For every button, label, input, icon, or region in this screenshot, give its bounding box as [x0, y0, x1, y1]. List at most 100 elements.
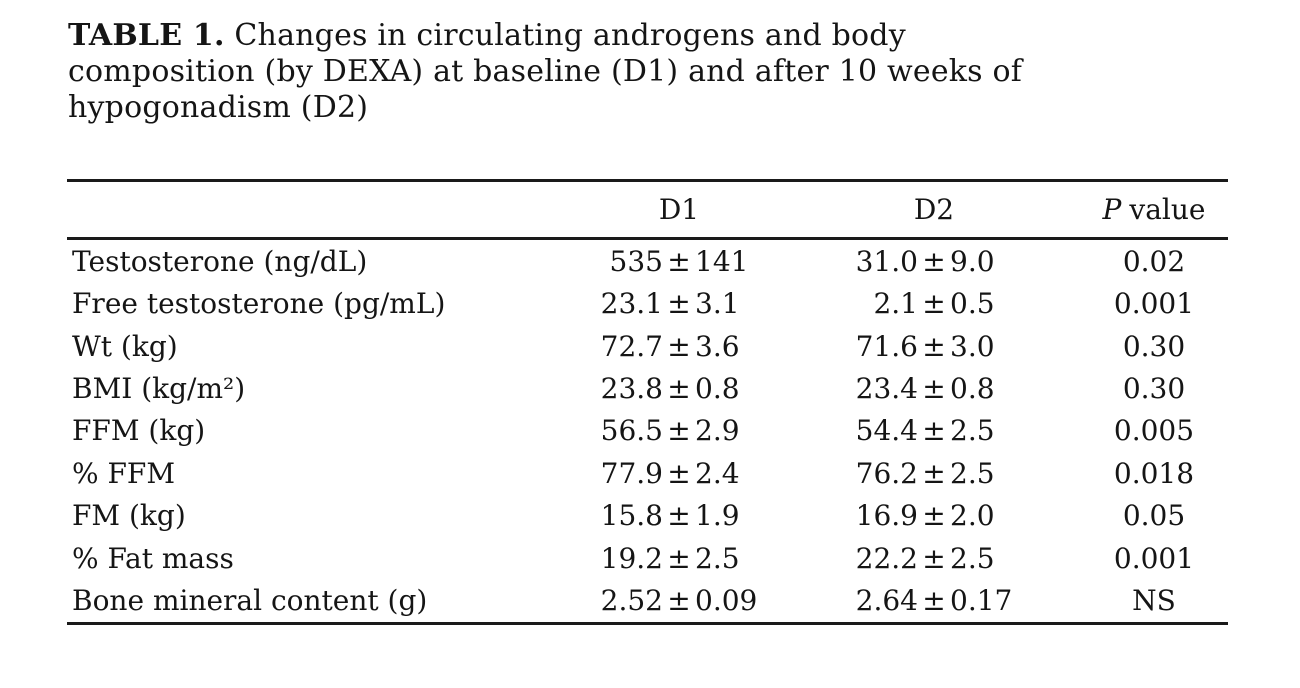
- p-value-cell: 0.02: [1122, 244, 1186, 278]
- d2-cell: 2.64 ±0.17: [787, 584, 1081, 617]
- table-caption: TABLE 1. Changes in circulating androgen…: [68, 18, 1178, 126]
- table-row: Wt (kg) 72.7 ±3.6 71.6 ±3.0 0.30: [67, 325, 1228, 367]
- d1-error: 3.1: [695, 287, 740, 321]
- d2-value: 16.9: [855, 499, 918, 533]
- d1-error: 0.09: [695, 584, 758, 618]
- d2-value: 2.64: [855, 584, 918, 618]
- p-value-cell: 0.05: [1122, 499, 1186, 533]
- d1-error: 2.4: [695, 456, 740, 490]
- row-label: Bone mineral content (g): [72, 584, 428, 618]
- caption-line-2: composition (by DEXA) at baseline (D1) a…: [68, 54, 1023, 89]
- d1-cell: 23.8 ±0.8: [571, 372, 787, 405]
- table-row: % FFM 77.9 ±2.4 76.2 ±2.5 0.018: [67, 452, 1228, 494]
- d2-cell: 22.2 ±2.5: [787, 542, 1081, 575]
- table-number-label: TABLE 1.: [68, 18, 225, 53]
- plus-minus-sign: ±: [922, 287, 946, 321]
- d1-value: 19.2: [600, 541, 663, 575]
- row-label: Free testosterone (pg/mL): [72, 287, 446, 321]
- p-value-cell: 0.005: [1113, 414, 1195, 448]
- p-value-cell: 0.001: [1113, 287, 1195, 321]
- plus-minus-sign: ±: [922, 372, 946, 406]
- row-label: Testosterone (ng/dL): [72, 244, 368, 278]
- d2-error: 0.8: [950, 372, 995, 406]
- d2-value: 23.4: [855, 372, 918, 406]
- d2-error: 2.5: [950, 414, 995, 448]
- d1-error: 141: [695, 244, 749, 278]
- d2-value: 2.1: [873, 287, 918, 321]
- plus-minus-sign: ±: [667, 372, 691, 406]
- plus-minus-sign: ±: [922, 244, 946, 278]
- plus-minus-sign: ±: [922, 499, 946, 533]
- d1-error: 2.9: [695, 414, 740, 448]
- plus-minus-sign: ±: [922, 414, 946, 448]
- d2-value: 22.2: [855, 541, 918, 575]
- d2-error: 9.0: [950, 244, 995, 278]
- plus-minus-sign: ±: [667, 456, 691, 490]
- d2-cell: 76.2 ±2.5: [787, 457, 1081, 490]
- p-symbol: P: [1102, 193, 1122, 226]
- d1-value: 23.8: [600, 372, 663, 406]
- d1-cell: 535 ±141: [571, 245, 787, 278]
- d1-cell: 23.1 ±3.1: [571, 287, 787, 320]
- d2-error: 2.5: [950, 456, 995, 490]
- plus-minus-sign: ±: [922, 329, 946, 363]
- p-value-cell: NS: [1132, 584, 1176, 618]
- plus-minus-sign: ±: [922, 456, 946, 490]
- d1-cell: 2.52 ±0.09: [571, 584, 787, 617]
- plus-minus-sign: ±: [667, 244, 691, 278]
- d2-value: 76.2: [855, 456, 918, 490]
- d1-value: 77.9: [600, 456, 663, 490]
- d1-error: 3.6: [695, 329, 740, 363]
- d2-error: 0.17: [950, 584, 1013, 618]
- caption-line-1: TABLE 1. Changes in circulating androgen…: [68, 18, 1178, 54]
- table-row: BMI (kg/m²) 23.8 ±0.8 23.4 ±0.8 0.30: [67, 367, 1228, 409]
- d1-cell: 72.7 ±3.6: [571, 330, 787, 363]
- d2-value: 54.4: [855, 414, 918, 448]
- d2-cell: 2.1 ±0.5: [787, 287, 1081, 320]
- plus-minus-sign: ±: [667, 499, 691, 533]
- p-value-cell: 0.30: [1122, 372, 1186, 406]
- row-label: % FFM: [72, 456, 176, 490]
- row-label: Wt (kg): [72, 329, 178, 363]
- d1-value: 535: [609, 244, 663, 278]
- d1-error: 2.5: [695, 541, 740, 575]
- plus-minus-sign: ±: [667, 414, 691, 448]
- header-cell-d1: D1: [658, 193, 700, 226]
- caption-text-1: Changes in circulating androgens and bod…: [234, 18, 906, 53]
- d2-cell: 54.4 ±2.5: [787, 414, 1081, 447]
- plus-minus-sign: ±: [667, 329, 691, 363]
- caption-line-3: hypogonadism (D2): [68, 90, 369, 125]
- table-row: FFM (kg) 56.5 ±2.9 54.4 ±2.5 0.005: [67, 410, 1228, 452]
- row-label: BMI (kg/m²): [72, 372, 246, 406]
- table-row: Testosterone (ng/dL) 535 ±141 31.0 ±9.0 0.…: [67, 240, 1228, 282]
- d2-error: 0.5: [950, 287, 995, 321]
- table-row: Bone mineral content (g) 2.52 ±0.09 2.64 ±…: [67, 580, 1228, 622]
- d1-cell: 15.8 ±1.9: [571, 499, 787, 532]
- d1-value: 72.7: [600, 329, 663, 363]
- plus-minus-sign: ±: [667, 287, 691, 321]
- plus-minus-sign: ±: [922, 584, 946, 618]
- d1-cell: 77.9 ±2.4: [571, 457, 787, 490]
- d1-cell: 19.2 ±2.5: [571, 542, 787, 575]
- d2-value: 71.6: [855, 329, 918, 363]
- p-value-cell: 0.30: [1122, 329, 1186, 363]
- table-row: % Fat mass 19.2 ±2.5 22.2 ±2.5 0.001: [67, 537, 1228, 579]
- d2-cell: 23.4 ±0.8: [787, 372, 1081, 405]
- p-value-cell: 0.001: [1113, 541, 1195, 575]
- row-label: FM (kg): [72, 499, 186, 533]
- d2-cell: 16.9 ±2.0: [787, 499, 1081, 532]
- table-row: Free testosterone (pg/mL) 23.1 ±3.1 2.1 ±0…: [67, 282, 1228, 324]
- d1-cell: 56.5 ±2.9: [571, 414, 787, 447]
- d1-value: 56.5: [600, 414, 663, 448]
- header-cell-d2: D2: [913, 193, 955, 226]
- row-label: % Fat mass: [72, 541, 234, 575]
- d1-error: 1.9: [695, 499, 740, 533]
- d2-error: 2.5: [950, 541, 995, 575]
- d2-error: 2.0: [950, 499, 995, 533]
- d1-error: 0.8: [695, 372, 740, 406]
- d2-error: 3.0: [950, 329, 995, 363]
- plus-minus-sign: ±: [667, 584, 691, 618]
